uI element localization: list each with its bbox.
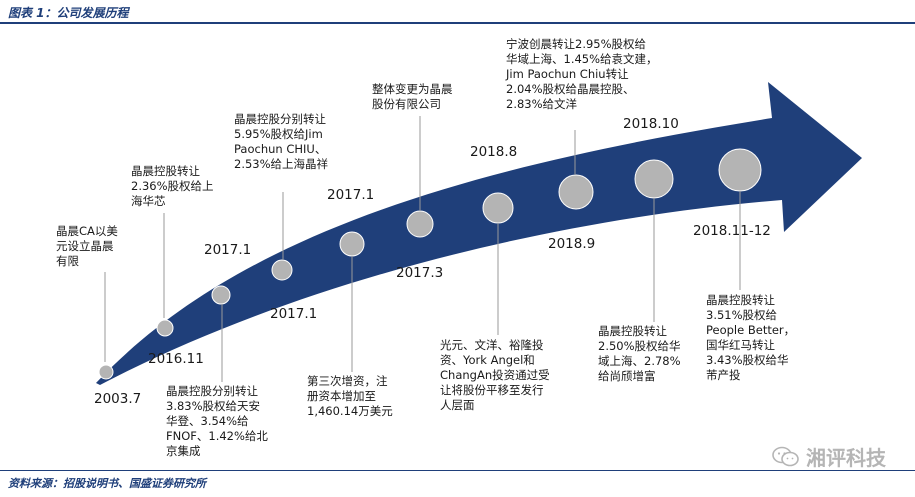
event-note-line: 3.43%股权给华 [706,353,789,367]
event-note-line: 国华红马转让 [706,338,775,352]
date-label-2017-1c: 2017.1 [327,187,375,203]
event-note-line: ChangAn投资通过受 [440,368,550,382]
event-note-2017a: 晶晨控股分别转让 3.83%股权给天安 华登、3.54%给 FNOF、1.42%… [166,384,268,459]
watermark: 湘评科技 [772,442,886,471]
event-note-line: 1,460.14万美元 [307,404,393,418]
event-note-line: 元设立晶晨 [56,239,114,253]
event-note-line: Jim Paochun Chiu转让 [506,67,629,81]
milestone-dot-2017-1a [211,285,231,305]
figure-title: 图表 1：公司发展历程 [8,6,129,20]
event-note-line: Paochun CHIU、 [234,142,327,156]
milestone-dot-2017-1c [406,210,434,238]
event-note-line: 有限 [56,254,79,268]
event-note-line: 晶晨控股转让 [598,324,667,338]
event-note-line: 晶晨控股分别转让 [234,112,326,126]
event-note-line: 晶晨控股分别转让 [166,384,258,398]
event-note-line: 芾产投 [706,368,741,382]
top-divider [0,22,915,24]
event-note-line: 股份有限公司 [372,97,441,111]
date-label-2018-8: 2018.8 [470,144,518,160]
event-note-2018c: 晶晨控股转让 2.50%股权给华 域上海、2.78% 给尚颀增富 [598,324,681,384]
milestone-dot-2018-9 [558,174,594,210]
event-note-2017c: 第三次增资，注 册资本增加至 1,460.14万美元 [307,374,393,419]
event-note-line: 华域上海、1.45%给袁文建， [506,52,658,66]
event-note-line: 宁波创晨转让2.95%股权给 [506,37,647,51]
event-note-2016: 晶晨控股转让 2.36%股权给上 海华芯 [131,164,214,209]
event-note-line: 晶晨CA以美 [56,224,118,238]
date-label-2017-1a: 2017.1 [204,242,252,258]
event-note-line: 2.83%给文洋 [506,97,578,111]
wechat-icon [772,446,799,466]
milestone-dot-2003-7 [98,364,114,380]
source-note: 资料来源：招股说明书、国盛证券研究所 [8,477,206,490]
milestone-dot-2017-3 [339,231,365,257]
event-note-line: 资、York Angel和 [440,353,535,367]
event-note-line: 海华芯 [131,194,166,208]
milestone-dot-2018-11-12 [718,148,762,192]
date-label-2018-11-12: 2018.11-12 [693,223,771,239]
event-note-line: 2.36%股权给上 [131,179,214,193]
watermark-text: 湘评科技 [806,446,886,470]
event-note-2018b: 宁波创晨转让2.95%股权给 华域上海、1.45%给袁文建， Jim Paoch… [506,37,658,112]
event-note-line: 3.83%股权给天安 [166,399,261,413]
milestone-dot-2016-11 [156,319,174,337]
bottom-divider [0,470,915,471]
event-note-2017d: 整体变更为晶晨 股份有限公司 [372,82,453,112]
event-note-line: 5.95%股权给Jim [234,127,323,141]
event-note-line: 册资本增加至 [307,389,376,403]
milestone-dot-2018-8 [482,192,514,224]
event-note-line: 第三次增资，注 [307,374,388,388]
date-label-2018-9: 2018.9 [548,236,596,252]
event-note-line: 2.53%给上海晶祥 [234,157,329,171]
event-note-2003: 晶晨CA以美 元设立晶晨 有限 [56,224,118,269]
event-note-line: 给尚颀增富 [598,369,656,383]
event-note-line: 人层面 [440,398,475,412]
event-note-2018a: 光元、文洋、裕隆投 资、York Angel和 ChangAn投资通过受 让将股… [440,338,550,413]
milestone-dot-2018-10 [634,159,674,199]
event-note-2017b: 晶晨控股分别转让 5.95%股权给Jim Paochun CHIU、 2.53%… [234,112,328,172]
date-label-2017-3: 2017.3 [396,265,444,281]
event-note-line: 光元、文洋、裕隆投 [440,338,544,352]
event-note-line: 2.50%股权给华 [598,339,681,353]
date-label-2003-7: 2003.7 [94,391,142,407]
event-note-line: 整体变更为晶晨 [372,82,453,96]
milestone-dot-2017-1b [271,259,293,281]
event-note-line: 晶晨控股转让 [706,293,775,307]
event-note-line: 京集成 [166,444,201,458]
date-label-2018-10: 2018.10 [623,116,679,132]
date-label-2016-11: 2016.11 [148,351,204,367]
timeline-arrow [96,82,862,385]
event-note-line: 让将股份平移至发行 [440,383,544,397]
event-note-line: People Better， [706,323,796,337]
event-note-line: 2.04%股权给晶晨控股、 [506,82,635,96]
date-label-2017-1b: 2017.1 [270,306,318,322]
event-note-line: 华登、3.54%给 [166,414,249,428]
event-note-line: 晶晨控股转让 [131,164,200,178]
event-note-line: 域上海、2.78% [598,354,681,368]
event-note-line: FNOF、1.42%给北 [166,429,268,443]
event-note-line: 3.51%股权给 [706,308,778,322]
event-note-2018d: 晶晨控股转让 3.51%股权给 People Better， 国华红马转让 3.… [706,293,795,383]
